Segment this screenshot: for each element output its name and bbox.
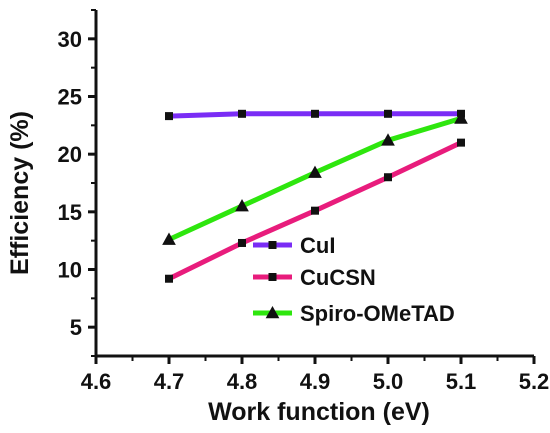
- series-cucsn: [165, 138, 465, 283]
- y-tick-label: 20: [58, 142, 82, 167]
- series-line-spiro-ometad: [166, 115, 464, 243]
- x-tick-label: 4.9: [300, 369, 331, 394]
- y-axis-title: Efficiency (%): [6, 111, 34, 275]
- legend-item-spiro-ometad: Spiro-OMeTAD: [253, 301, 455, 326]
- x-tick-label: 5.2: [519, 369, 550, 394]
- data-point-spiro-ometad: [235, 199, 249, 212]
- legend-label-cucsn: CuCSN: [300, 265, 376, 290]
- x-tick-label: 4.7: [154, 369, 185, 394]
- x-tick-label: 5.0: [373, 369, 404, 394]
- y-tick-label: 15: [58, 200, 82, 225]
- data-point-spiro-ometad: [308, 165, 322, 178]
- axes: 5 10 15 20 25 30 4.6 4.7 4.8 4.9 5.0 5.1 5.2: [58, 9, 550, 394]
- y-tick-label: 10: [58, 258, 82, 283]
- data-point-cucsn: [311, 206, 319, 215]
- data-point-cucsn: [238, 238, 246, 247]
- data-point-cui: [384, 109, 392, 118]
- x-tick-label: 5.1: [446, 369, 477, 394]
- data-point-cucsn: [165, 274, 173, 283]
- data-point-spiro-ometad: [454, 111, 468, 124]
- data-point-cucsn: [384, 173, 392, 182]
- legend-marker-spiro-ometad: [265, 305, 280, 319]
- data-point-spiro-ometad: [162, 232, 176, 245]
- data-point-cui: [311, 109, 319, 118]
- legend-marker-cui: [268, 241, 277, 249]
- y-tick-label: 30: [58, 27, 82, 52]
- series-cui: [165, 109, 465, 121]
- legend-marker-cucsn: [268, 273, 277, 281]
- y-tick-label: 25: [58, 85, 82, 110]
- legend: CuI CuCSN Spiro-OMeTAD: [253, 233, 455, 326]
- series-layer: [162, 109, 468, 283]
- x-axis-title: Work function (eV): [208, 398, 430, 426]
- data-point-cui: [165, 112, 173, 121]
- legend-item-cucsn: CuCSN: [253, 265, 376, 290]
- data-point-cucsn: [457, 138, 465, 147]
- series-spiro-ometad: [162, 111, 468, 245]
- x-tick-label: 4.8: [227, 369, 258, 394]
- x-tick-label: 4.6: [81, 369, 112, 394]
- y-tick-label: 5: [70, 315, 82, 340]
- legend-item-cui: CuI: [253, 233, 335, 258]
- data-point-spiro-ometad: [381, 133, 395, 146]
- legend-label-cui: CuI: [300, 233, 335, 258]
- legend-label-spiro-ometad: Spiro-OMeTAD: [300, 301, 455, 326]
- data-point-cui: [238, 109, 246, 118]
